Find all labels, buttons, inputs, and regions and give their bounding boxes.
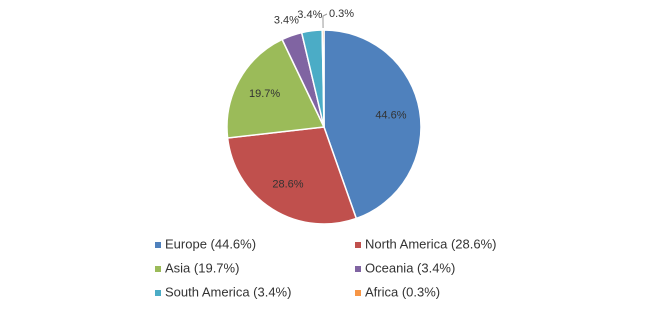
data-label: 3.4% [297,9,322,21]
pie-slice [323,29,422,220]
legend-swatch [355,242,361,248]
data-label: 28.6% [272,178,303,190]
legend-swatch [155,242,161,248]
data-label: 44.6% [375,109,406,121]
legend-label: South America (3.4%) [165,284,291,299]
data-label: 19.7% [249,88,280,100]
legend-swatch [155,290,161,296]
pie-slice [226,126,358,225]
legend-label: Africa (0.3%) [365,284,440,299]
data-label: 0.3% [329,8,354,20]
leader-line [322,13,328,29]
legend-swatch [355,290,361,296]
data-label: 3.4% [274,14,299,26]
pie-slice [226,38,326,139]
legend-swatch [355,266,361,272]
legend-label: Asia (19.7%) [165,260,239,275]
legend-label: Oceania (3.4%) [365,260,455,275]
legend-swatch [155,266,161,272]
legend-label: Europe (44.6%) [165,236,256,251]
legend-label: North America (28.6%) [365,236,497,251]
pie-slice [321,29,325,128]
